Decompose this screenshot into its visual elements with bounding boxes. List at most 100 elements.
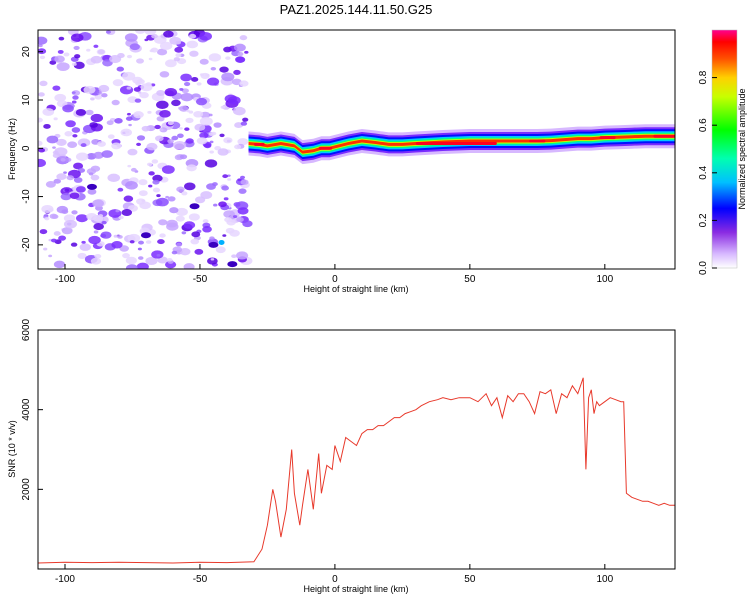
noise-speckle	[94, 90, 100, 94]
noise-speckle	[244, 50, 249, 54]
noise-speckle	[156, 254, 161, 257]
noise-speckle	[145, 82, 152, 87]
noise-speckle	[64, 188, 70, 192]
noise-speckle	[167, 257, 173, 262]
noise-speckle	[219, 133, 225, 138]
noise-speckle	[165, 260, 177, 269]
noise-speckle	[210, 66, 217, 71]
noise-speckle	[181, 231, 187, 235]
noise-speckle	[63, 219, 78, 229]
noise-speckle	[90, 113, 104, 123]
noise-speckle	[189, 50, 199, 57]
noise-speckle	[171, 250, 178, 255]
noise-speckle	[53, 117, 58, 121]
noise-speckle	[70, 242, 78, 247]
noise-speckle	[148, 171, 155, 176]
noise-speckle	[176, 242, 183, 247]
noise-speckle	[125, 181, 138, 190]
noise-speckle	[107, 173, 121, 183]
noise-speckle	[190, 238, 200, 245]
ridge-band	[248, 134, 675, 154]
noise-speckle	[125, 264, 139, 269]
noise-speckle	[75, 109, 87, 116]
noise-speckle	[38, 48, 47, 55]
noise-speckle	[159, 109, 171, 118]
noise-speckle	[221, 185, 229, 191]
noise-speckle	[90, 174, 100, 181]
noise-speckle	[137, 256, 144, 260]
noise-speckle	[39, 229, 48, 235]
colorbar-tick-label: 0.4	[698, 165, 709, 179]
noise-speckle	[208, 53, 222, 62]
noise-speckle	[127, 164, 132, 168]
noise-speckle	[119, 245, 129, 252]
noise-speckle	[208, 113, 213, 117]
noise-speckle	[38, 158, 46, 168]
colorbar-label: Normalized spectral amplitude	[737, 88, 747, 209]
noise-speckle	[207, 257, 218, 265]
noise-speckle	[185, 138, 194, 144]
noise-speckle	[158, 219, 168, 226]
x-tick-label: 50	[464, 574, 476, 585]
noise-speckle	[112, 79, 124, 87]
noise-speckle	[73, 162, 84, 170]
noise-speckle	[179, 105, 189, 112]
noise-speckle	[117, 235, 123, 239]
noise-speckle	[138, 240, 144, 245]
noise-speckle	[71, 62, 77, 66]
noise-speckle	[237, 52, 244, 57]
noise-speckle	[98, 84, 110, 93]
colorbar-tick-label: 0.0	[698, 261, 709, 275]
noise-speckle	[203, 143, 212, 149]
noise-speckle	[146, 162, 153, 167]
noise-speckle	[184, 182, 196, 191]
noise-speckle	[75, 186, 86, 193]
noise-speckle	[159, 233, 166, 238]
noise-speckle	[238, 188, 247, 194]
noise-speckle	[63, 52, 70, 57]
noise-speckle	[56, 62, 70, 72]
noise-speckle	[83, 85, 96, 94]
x-tick-label: 0	[332, 574, 338, 585]
noise-speckle	[136, 78, 145, 85]
noise-speckle	[148, 184, 153, 188]
x-tick-label: -50	[193, 574, 208, 585]
noise-speckle	[206, 77, 220, 86]
noise-speckle	[179, 127, 183, 130]
noise-speckle	[239, 35, 248, 41]
noise-hotspot	[208, 241, 219, 248]
noise-speckle	[101, 93, 108, 98]
noise-speckle	[73, 45, 80, 51]
y-tick-label: 2000	[21, 478, 32, 501]
noise-speckle	[71, 127, 81, 133]
noise-speckle	[189, 33, 197, 39]
noise-speckle	[111, 99, 120, 106]
noise-speckle	[123, 195, 134, 202]
noise-speckle	[43, 247, 48, 251]
colorbar: 0.0 0.2 0.4 0.6 0.8 Normalized spectral ampl…	[698, 29, 747, 275]
noise-speckle	[165, 195, 170, 199]
noise-speckle	[48, 208, 54, 212]
noise-speckle	[60, 192, 72, 201]
noise-speckle	[126, 54, 133, 59]
noise-speckle	[167, 121, 174, 126]
noise-speckle	[38, 36, 48, 45]
noise-speckle	[119, 85, 134, 95]
noise-speckle	[185, 117, 194, 124]
noise-speckle	[210, 258, 215, 261]
noise-speckle	[235, 251, 249, 260]
noise-speckle	[209, 140, 214, 144]
noise-speckle	[219, 66, 229, 73]
noise-speckle	[93, 223, 104, 231]
noise-speckle	[184, 127, 190, 131]
noise-speckle	[163, 30, 174, 38]
noise-hotspot	[189, 203, 200, 210]
noise-speckle	[129, 240, 135, 244]
noise-speckle	[186, 164, 197, 172]
noise-speckle	[146, 142, 158, 151]
snr-frame	[37, 329, 676, 570]
noise-speckle	[199, 116, 213, 126]
noise-speckle	[56, 138, 67, 146]
noise-speckle	[223, 197, 229, 201]
noise-speckle	[155, 197, 169, 207]
